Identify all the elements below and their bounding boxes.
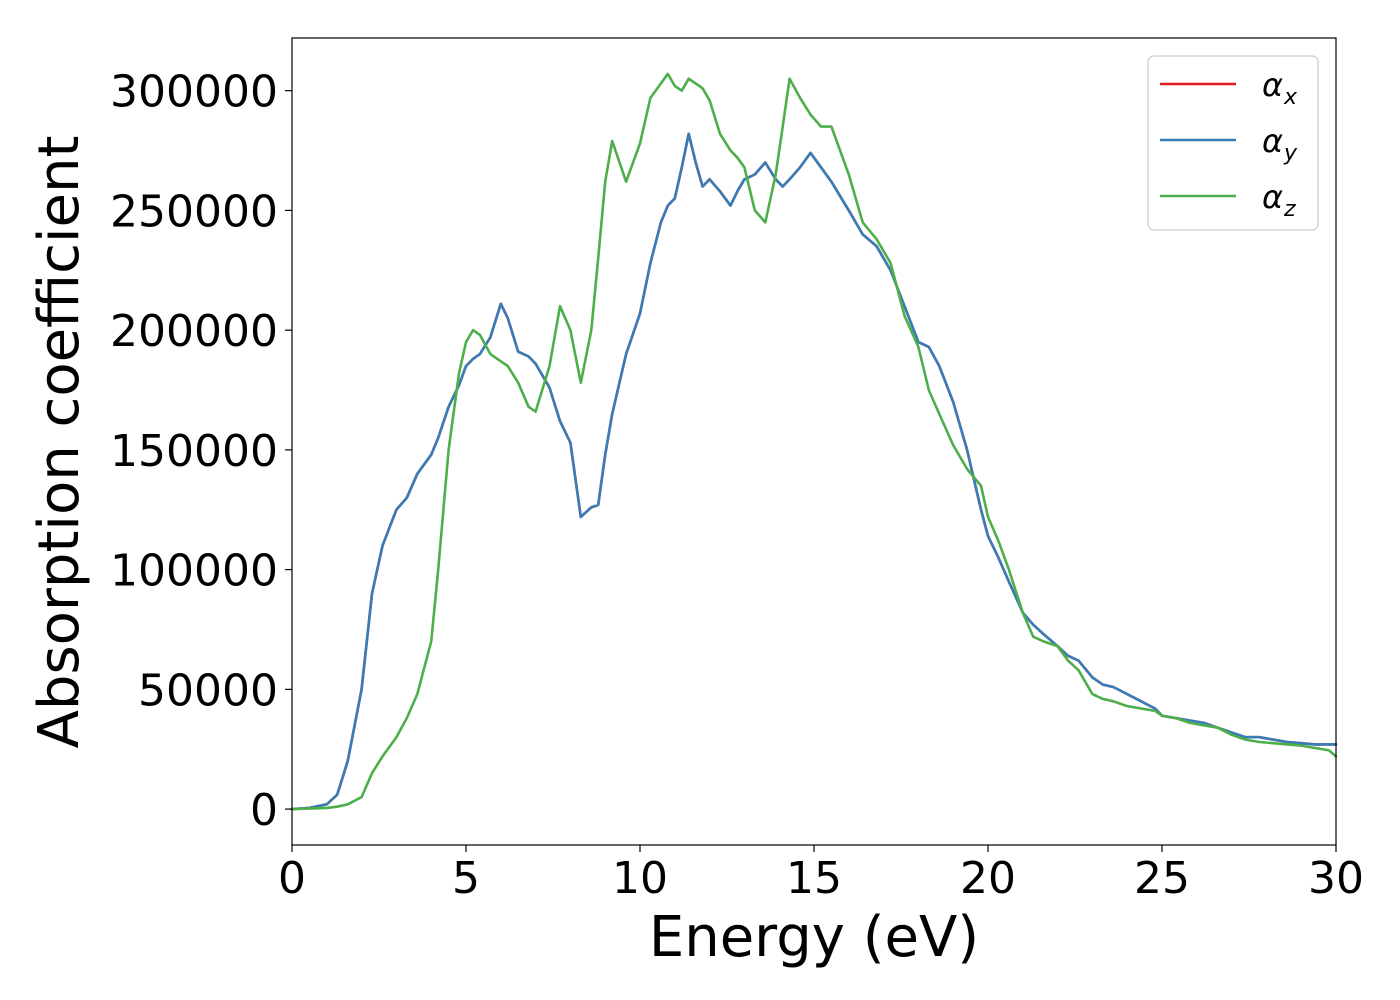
y-axis-label: Absorption coefficient xyxy=(27,136,92,749)
y-tick-label: 100000 xyxy=(110,546,278,597)
y-tick-label: 0 xyxy=(250,785,278,836)
x-tick-label: 20 xyxy=(960,853,1016,904)
y-tick-label: 200000 xyxy=(110,306,278,357)
legend-label: α xyxy=(1262,178,1283,216)
series-layer xyxy=(290,72,1338,811)
x-tick-label: 15 xyxy=(786,853,842,904)
x-axis-label: Energy (eV) xyxy=(649,905,979,970)
legend-box xyxy=(1147,55,1319,231)
y-tick-label: 250000 xyxy=(110,186,278,237)
legend-subscript: y xyxy=(1283,141,1298,166)
y-axis-ticks: 0 50000 100000 150000 200000 250000 300000 xyxy=(110,67,292,836)
y-tick-label: 300000 xyxy=(110,67,278,118)
x-tick-label: 30 xyxy=(1308,853,1364,904)
x-axis-ticks: 0 5 10 15 20 25 30 xyxy=(278,845,1364,904)
series-line-3 xyxy=(290,72,1338,811)
series-line-1 xyxy=(290,132,1338,811)
legend-subscript: x xyxy=(1283,85,1298,110)
x-tick-label: 25 xyxy=(1134,853,1190,904)
legend-label: α xyxy=(1262,122,1283,160)
series-line-2 xyxy=(290,132,1338,811)
x-tick-label: 5 xyxy=(452,853,480,904)
y-tick-label: 150000 xyxy=(110,426,278,477)
legend-items: α xα yα z xyxy=(1160,66,1298,222)
legend-subscript: z xyxy=(1283,197,1296,222)
legend: α xα yα z xyxy=(1147,55,1319,231)
x-tick-label: 0 xyxy=(278,853,306,904)
legend-label: α xyxy=(1262,66,1283,104)
y-tick-label: 50000 xyxy=(138,665,278,716)
x-tick-label: 10 xyxy=(612,853,668,904)
